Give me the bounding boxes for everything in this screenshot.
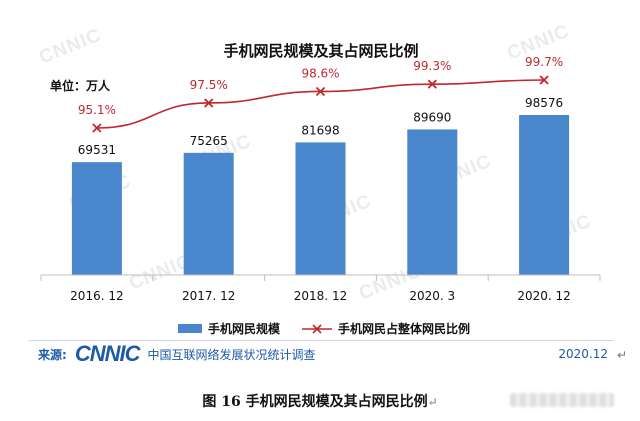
- line-x-marker-icon: [302, 323, 333, 334]
- footer-date: 2020.12: [558, 347, 608, 361]
- ratio-value-label: 99.7%: [525, 55, 563, 69]
- figure-caption: 图 16 手机网民规模及其占网民比例↵: [0, 391, 640, 411]
- bar: [407, 129, 458, 275]
- ratio-value-label: 95.1%: [78, 103, 116, 117]
- footer-divider: [28, 340, 614, 341]
- x-tick-label: 2020. 12: [517, 289, 570, 303]
- bar: [519, 115, 570, 275]
- legend-label-bar: 手机网民规模: [208, 322, 281, 336]
- source-label: 来源:: [38, 347, 67, 362]
- bar: [183, 152, 234, 275]
- x-tick-label: 2017. 12: [182, 289, 235, 303]
- bar-value-label: 75265: [190, 134, 228, 148]
- survey-name: 中国互联网络发展状况统计调查: [147, 347, 316, 362]
- legend-item-bar: 手机网民规模: [178, 320, 280, 337]
- caption-text: 图 16 手机网民规模及其占网民比例: [202, 394, 428, 410]
- cnnic-logo: CNNIC: [74, 341, 141, 366]
- x-tick-label: 2020. 3: [409, 289, 455, 303]
- ratio-value-label: 98.6%: [301, 66, 339, 80]
- bar: [295, 142, 346, 275]
- bar: [71, 162, 122, 275]
- ratio-value-label: 99.3%: [413, 59, 451, 73]
- bar-value-label: 81698: [301, 123, 339, 137]
- paragraph-return-icon: ↵: [427, 395, 438, 409]
- legend-item-line: 手机网民占整体网民比例: [302, 320, 470, 337]
- x-tick-label: 2018. 12: [294, 289, 347, 303]
- ratio-value-label: 97.5%: [190, 78, 228, 92]
- blurred-watermark: [510, 393, 614, 407]
- chart-frame: CNNIC CNNIC CNNIC CNNIC CNNIC CNNIC CNNI…: [28, 21, 614, 368]
- bar-value-label: 98576: [525, 96, 563, 110]
- x-marker-icon: [204, 98, 214, 108]
- unit-label: 单位：万人: [50, 79, 111, 93]
- x-tick-label: 2016. 12: [70, 289, 123, 303]
- chart-title: 手机网民规模及其占网民比例: [223, 42, 419, 60]
- plot-area: 69531 2016. 12 75265 2017. 12 81698 2018. 12 8…: [40, 55, 601, 303]
- source-footer: 来源: CNNIC 中国互联网络发展状况统计调查 2020.12: [38, 341, 608, 366]
- paragraph-return-icon: ↵: [617, 348, 628, 362]
- bar-value-label: 89690: [413, 110, 451, 124]
- x-marker-icon: [92, 123, 102, 133]
- x-marker-icon: [539, 75, 549, 85]
- bar-swatch-icon: [178, 324, 202, 333]
- legend-label-line: 手机网民占整体网民比例: [338, 322, 471, 336]
- bar-value-label: 69531: [78, 143, 116, 157]
- x-marker-icon: [315, 86, 326, 97]
- legend: 手机网民规模 手机网民占整体网民比例: [178, 320, 470, 337]
- x-marker-icon: [427, 79, 437, 89]
- ratio-line: [96, 79, 545, 129]
